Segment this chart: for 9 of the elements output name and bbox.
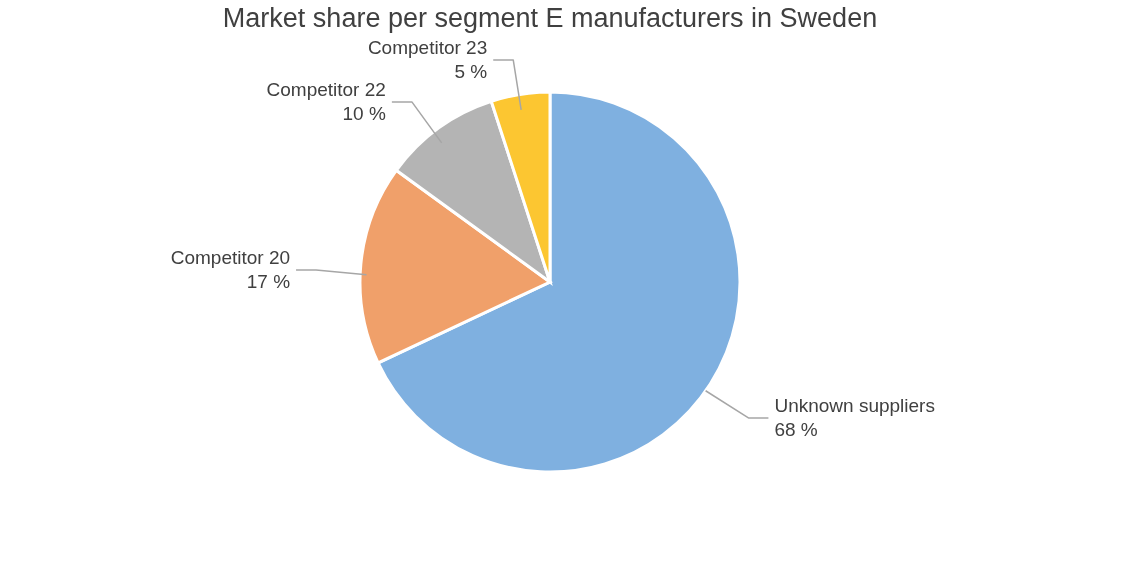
slice-label: Unknown suppliers bbox=[774, 394, 935, 416]
data-label: 5 % bbox=[454, 60, 488, 82]
slice-label: Competitor 23 bbox=[367, 36, 488, 58]
data-label: 68 % bbox=[774, 418, 818, 440]
chart-title: Market share per segment E manufacturers in Sweden bbox=[222, 3, 878, 33]
slice-label: Competitor 20 bbox=[170, 246, 291, 268]
slice-label: Competitor 22 bbox=[266, 78, 386, 100]
data-label: 17 % bbox=[246, 270, 291, 292]
data-label: 10 % bbox=[342, 102, 386, 124]
